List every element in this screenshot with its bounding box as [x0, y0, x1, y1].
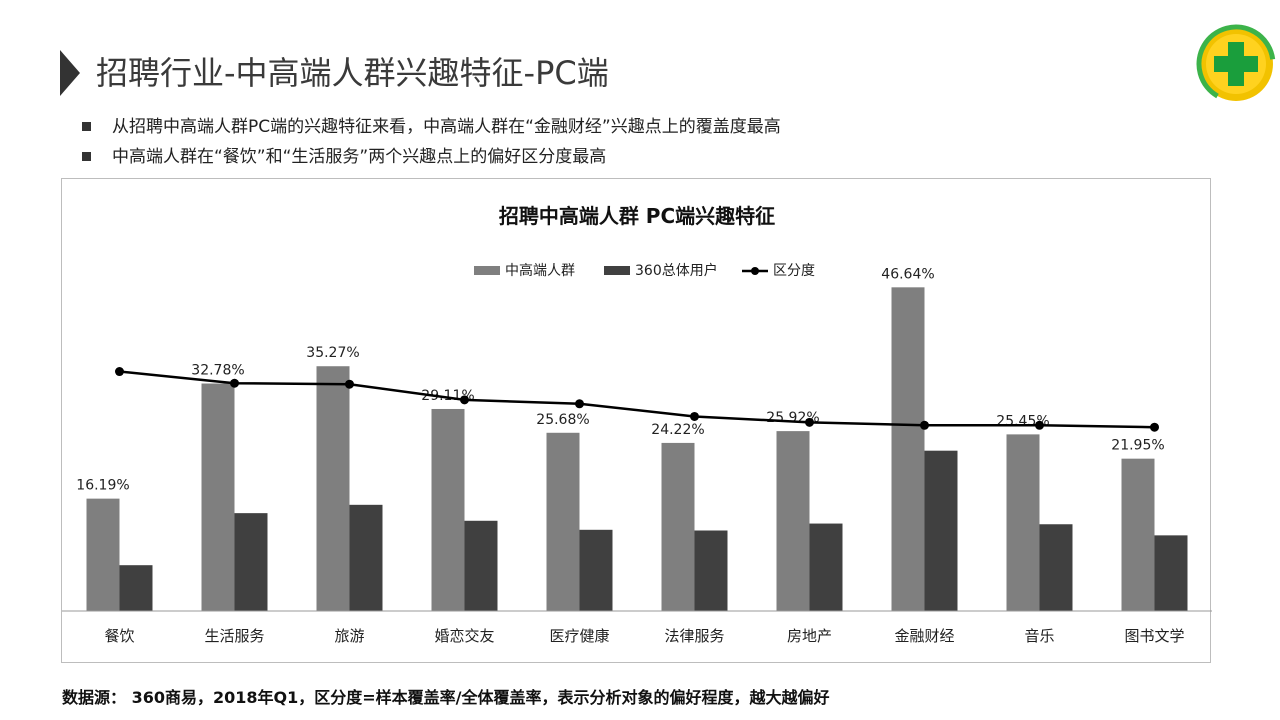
legend-swatch-high-end	[474, 266, 500, 275]
interest-bar-chart: 招聘中高端人群 PC端兴趣特征 中高端人群 360总体用户 区分度 16.19% 餐饮 3…	[62, 204, 1212, 645]
legend-label-ratio: 区分度	[773, 263, 815, 279]
bullet-square-icon	[82, 152, 91, 161]
data-label: 24.22%	[651, 422, 704, 438]
bar-high-end	[776, 431, 810, 611]
ratio-point	[1035, 420, 1044, 430]
bar-all-users	[924, 450, 958, 611]
summary-bullet: 中高端人群在“餐饮”和“生活服务”两个兴趣点上的偏好区分度最高	[82, 142, 781, 172]
chart-title: 招聘中高端人群 PC端兴趣特征	[499, 204, 775, 228]
summary-bullet-text: 中高端人群在“餐饮”和“生活服务”两个兴趣点上的偏好区分度最高	[112, 147, 607, 167]
ratio-point	[230, 378, 239, 388]
data-label: 46.64%	[881, 266, 934, 282]
bar-high-end	[661, 442, 695, 611]
category-label: 生活服务	[204, 627, 264, 645]
legend-swatch-all-users	[604, 266, 630, 275]
bar-all-users	[1154, 535, 1188, 611]
page-title: 招聘行业-中高端人群兴趣特征-PC端	[96, 54, 609, 92]
data-label: 25.68%	[536, 412, 589, 428]
ratio-point	[920, 420, 929, 430]
ratio-line	[119, 370, 1155, 429]
bar-high-end	[546, 432, 580, 611]
data-label: 16.19%	[76, 478, 129, 494]
category-label: 金融财经	[894, 627, 954, 645]
bar-high-end	[431, 408, 465, 611]
bullet-square-icon	[82, 122, 91, 131]
category-label: 医疗健康	[549, 627, 609, 645]
ratio-point	[345, 379, 354, 389]
bar-high-end	[201, 383, 235, 611]
category-label: 旅游	[334, 627, 364, 645]
ratio-point	[115, 367, 124, 377]
data-source-footnote: 数据源： 360商易，2018年Q1，区分度=样本覆盖率/全体覆盖率，表示分析对…	[62, 688, 830, 707]
ratio-point	[1150, 422, 1159, 432]
category-label: 房地产	[787, 627, 832, 645]
ratio-point	[460, 395, 469, 405]
category-label: 法律服务	[664, 627, 724, 645]
data-label: 32.78%	[191, 363, 244, 379]
ratio-point	[575, 399, 584, 409]
bar-high-end	[1006, 434, 1040, 611]
bar-all-users	[579, 529, 613, 611]
title-arrow-icon	[60, 50, 80, 96]
bar-all-users	[349, 504, 383, 611]
legend-label-all-users: 360总体用户	[635, 262, 718, 279]
bar-all-users	[234, 513, 268, 611]
bar-all-users	[119, 565, 153, 611]
360-logo-icon	[1196, 24, 1276, 104]
ratio-point	[805, 417, 814, 427]
summary-bullet: 从招聘中高端人群PC端的兴趣特征来看，中高端人群在“金融财经”兴趣点上的覆盖度最…	[82, 112, 781, 142]
bar-high-end	[1121, 458, 1155, 611]
category-label: 婚恋交友	[434, 627, 494, 645]
summary-bullet-text: 从招聘中高端人群PC端的兴趣特征来看，中高端人群在“金融财经”兴趣点上的覆盖度最…	[112, 117, 781, 137]
data-label: 21.95%	[1111, 438, 1164, 454]
legend-label-high-end: 中高端人群	[505, 262, 575, 279]
bar-all-users	[1039, 524, 1073, 611]
bar-all-users	[694, 530, 728, 611]
bar-high-end	[891, 287, 925, 611]
legend-marker-ratio	[751, 267, 759, 275]
bar-all-users	[809, 523, 843, 611]
bar-high-end	[86, 498, 120, 611]
category-label: 音乐	[1024, 627, 1054, 645]
bar-all-users	[464, 520, 498, 611]
ratio-point	[690, 411, 699, 421]
chart-frame: 招聘中高端人群 PC端兴趣特征 中高端人群 360总体用户 区分度 16.19% 餐饮 3…	[61, 178, 1212, 663]
summary-bullets: 从招聘中高端人群PC端的兴趣特征来看，中高端人群在“金融财经”兴趣点上的覆盖度最…	[82, 112, 781, 172]
category-label: 餐饮	[104, 627, 134, 645]
bar-high-end	[316, 366, 350, 611]
category-label: 图书文学	[1124, 627, 1184, 645]
data-label: 35.27%	[306, 345, 359, 361]
